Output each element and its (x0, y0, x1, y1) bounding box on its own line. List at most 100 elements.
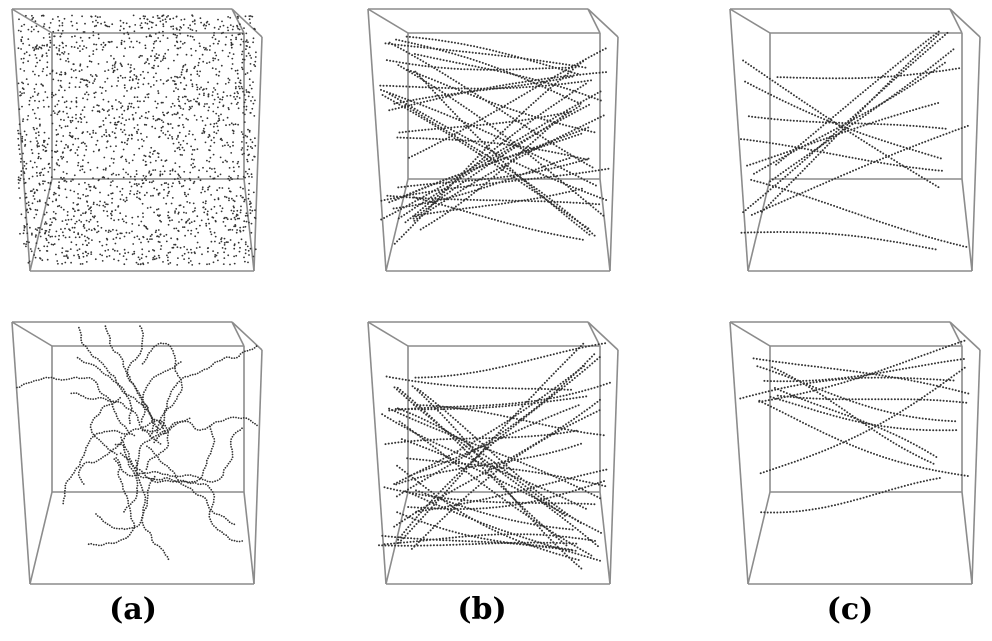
particle-point (92, 419, 94, 421)
particle-point (126, 528, 128, 530)
particle-point (74, 137, 77, 140)
particle-point (106, 61, 108, 63)
particle-point (405, 231, 408, 234)
particle-point (220, 113, 222, 116)
particle-point (151, 347, 154, 350)
particle-point (60, 118, 62, 121)
cube-edge (961, 491, 973, 585)
particle-point (92, 355, 95, 358)
particle-point (216, 252, 219, 254)
particle-point (494, 54, 497, 57)
particle-point (229, 263, 231, 266)
particle-point (543, 144, 546, 147)
particle-point (196, 88, 199, 91)
particle-point (106, 110, 109, 113)
particle-point (92, 129, 95, 132)
particle-point (75, 105, 78, 108)
particle-point (166, 555, 169, 558)
particle-point (509, 87, 512, 89)
particle-point (166, 465, 169, 467)
particle-point (408, 130, 411, 133)
particle-point (408, 196, 411, 199)
particle-point (57, 238, 60, 241)
particle-point (519, 173, 522, 176)
particle-point (182, 479, 185, 482)
particle-point (416, 217, 419, 220)
particle-point (461, 90, 463, 93)
particle-point (134, 459, 137, 462)
particle-point (124, 200, 127, 203)
particle-point (103, 430, 106, 433)
particle-point (63, 147, 66, 150)
particle-point (552, 117, 555, 120)
particle-point (142, 491, 145, 494)
particle-point (225, 36, 228, 38)
particle-point (568, 125, 571, 128)
particle-point (137, 215, 139, 218)
particle-point (176, 112, 179, 115)
particle-point (35, 47, 38, 50)
particle-point (93, 216, 95, 219)
particle-point (213, 512, 216, 515)
particle-point (110, 181, 112, 184)
particle-point (573, 72, 576, 75)
particle-point (141, 342, 143, 345)
particle-point (246, 214, 249, 217)
particle-point (130, 102, 133, 105)
particle-point (401, 131, 404, 134)
particle-point (96, 437, 98, 439)
particle-point (52, 211, 55, 213)
particle-point (87, 161, 90, 164)
particle-point (89, 351, 92, 354)
particle-point (88, 60, 91, 63)
particle-point (192, 491, 195, 494)
particle-point (528, 136, 531, 139)
particle-point (469, 57, 472, 60)
particle-point (108, 371, 111, 374)
particle-point (227, 229, 230, 231)
particle-point (141, 202, 144, 205)
particle-point (92, 150, 95, 153)
particle-point (71, 119, 74, 122)
particle-point (450, 87, 453, 90)
particle-point (58, 49, 60, 52)
particle-point (467, 191, 470, 194)
particle-point (136, 487, 138, 490)
particle-point (568, 114, 571, 117)
particle-point (144, 472, 146, 474)
particle-point (168, 219, 171, 222)
particle-point (583, 80, 586, 83)
particle-point (145, 35, 148, 38)
particle-point (141, 329, 144, 332)
particle-point (151, 457, 154, 460)
particle-point (122, 176, 125, 179)
particle-point (138, 424, 141, 426)
particle-point (139, 117, 141, 120)
particle-point (407, 44, 410, 47)
particle-point (145, 507, 147, 510)
particle-point (86, 85, 89, 88)
particle-point (420, 46, 422, 49)
particle-point (92, 106, 95, 108)
particle-point (144, 406, 147, 409)
particle-point (136, 130, 138, 133)
particle-point (133, 250, 136, 253)
particle-point (198, 75, 201, 77)
particle-point (176, 53, 179, 56)
particle-point (25, 243, 27, 246)
particle-point (203, 105, 206, 108)
particle-point (60, 228, 62, 231)
particle-point (409, 226, 412, 229)
particle-point (132, 106, 135, 109)
particle-point (424, 75, 427, 78)
particle-point (153, 452, 156, 455)
particle-point (212, 435, 214, 438)
particle-point (167, 15, 170, 17)
particle-point (130, 404, 132, 407)
particle-point (106, 255, 108, 258)
particle-point (570, 98, 573, 101)
particle-point (389, 197, 392, 200)
particle-point (58, 89, 60, 92)
particle-point (146, 384, 149, 387)
particle-point (112, 228, 114, 231)
